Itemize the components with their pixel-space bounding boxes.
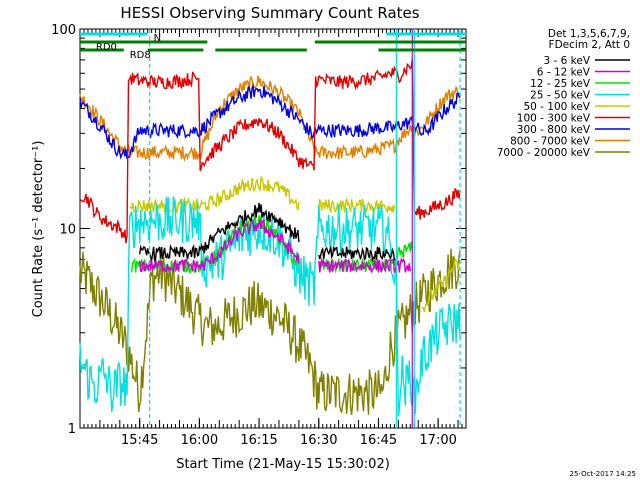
series-line bbox=[131, 214, 300, 274]
flag-label-rd8: RD8 bbox=[130, 50, 151, 61]
x-tick-label: 16:30 bbox=[300, 433, 337, 448]
series-line bbox=[79, 248, 461, 415]
legend-label: 7000 - 20000 keV bbox=[497, 147, 591, 159]
legend-label: 50 - 100 keV bbox=[523, 101, 590, 113]
series-7000-20000-kev bbox=[79, 248, 461, 415]
series-line bbox=[129, 175, 300, 215]
legend-label: 800 - 7000 keV bbox=[510, 136, 591, 148]
series-6-12-kev bbox=[139, 219, 411, 274]
y-axis-label: Count Rate (s⁻¹ detector⁻¹) bbox=[31, 141, 46, 318]
legend-label: 12 - 25 keV bbox=[530, 78, 591, 90]
series-line bbox=[79, 75, 461, 163]
legend-label: 300 - 800 keV bbox=[517, 124, 591, 136]
series-line bbox=[421, 258, 461, 313]
series-line bbox=[318, 246, 396, 263]
x-tick-label: 17:00 bbox=[419, 433, 456, 448]
series-50-100-kev bbox=[129, 175, 461, 313]
legend-header-line: FDecim 2, Att 0 bbox=[549, 39, 630, 51]
series-line bbox=[318, 256, 411, 274]
y-tick-label: 1 bbox=[68, 422, 76, 437]
series-3-6-kev bbox=[139, 202, 396, 263]
series-line bbox=[139, 202, 300, 263]
flag-label-rd0: RD0 bbox=[96, 42, 117, 53]
legend-header-line: Det 1,3,5,6,7,9, bbox=[548, 28, 630, 40]
legend: Det 1,3,5,6,7,9,FDecim 2, Att 0 3 - 6 keV… bbox=[497, 28, 630, 159]
x-tick-label: 15:45 bbox=[121, 433, 158, 448]
series-line bbox=[318, 196, 396, 214]
flag-label-n: N bbox=[154, 33, 161, 44]
x-tick-label: 16:15 bbox=[240, 433, 277, 448]
series-line bbox=[139, 219, 300, 273]
series-800-7000-kev bbox=[79, 75, 461, 163]
x-tick-label: 16:45 bbox=[360, 433, 397, 448]
y-tick-label: 100 bbox=[51, 23, 76, 38]
legend-label: 25 - 50 keV bbox=[530, 90, 591, 102]
y-tick-label: 10 bbox=[59, 223, 76, 238]
legend-label: 3 - 6 keV bbox=[543, 55, 590, 67]
x-axis-label: Start Time (21-May-15 15:30:02) bbox=[176, 457, 390, 472]
legend-label: 6 - 12 keV bbox=[537, 67, 591, 79]
x-tick-label: 16:00 bbox=[181, 433, 218, 448]
legend-label: 100 - 300 keV bbox=[517, 113, 591, 125]
plot-area: 15:45 16:00 16:15 16:30 16:45 17:00 1 10 100 N RD0… bbox=[51, 23, 467, 448]
chart-title: HESSI Observing Summary Count Rates bbox=[120, 4, 419, 22]
generation-date: 25-Oct-2017 14:25 bbox=[570, 470, 636, 478]
